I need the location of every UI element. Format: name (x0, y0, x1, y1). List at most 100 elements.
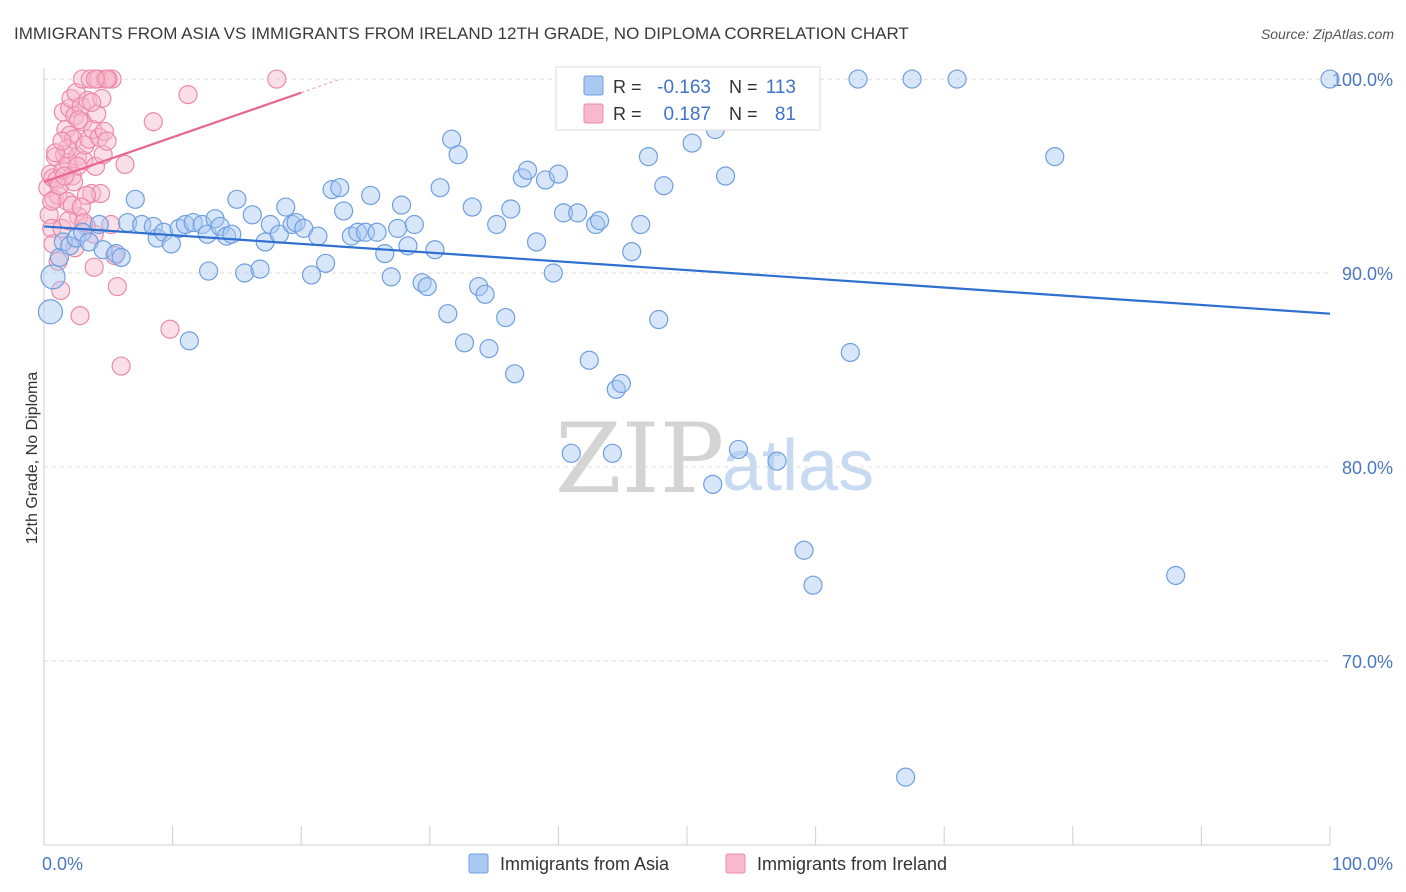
data-point-asia (322, 180, 342, 200)
data-point-asia (568, 203, 588, 223)
y-tick-label: 80.0% (1342, 458, 1393, 478)
data-point-ireland (70, 306, 90, 326)
data-point-ireland (54, 166, 75, 186)
data-point-asia (526, 232, 547, 252)
data-point-asia (638, 147, 659, 167)
data-point-asia (794, 540, 814, 560)
data-point-asia (412, 273, 432, 293)
data-point-asia (517, 160, 538, 180)
data-point-asia (276, 197, 296, 217)
data-point-asia (1166, 565, 1186, 586)
data-point-asia (361, 185, 381, 206)
data-point-asia (803, 575, 823, 595)
data-point-asia (425, 240, 445, 260)
data-point-asia (348, 222, 368, 242)
data-point-ireland (267, 69, 287, 89)
data-point-asia (1320, 69, 1340, 89)
data-point-asia (487, 214, 507, 235)
data-point-asia (553, 203, 574, 223)
data-point-ireland (111, 356, 131, 376)
data-point-asia (611, 373, 632, 394)
legend-ireland-label: Immigrants from Ireland (757, 854, 947, 874)
stats-ireland-swatch (583, 103, 604, 124)
data-point-asia (1045, 147, 1065, 167)
data-point-asia (93, 240, 113, 260)
data-point-asia (417, 276, 437, 297)
data-point-asia (153, 222, 174, 242)
data-point-asia (589, 211, 610, 231)
legend-asia-swatch (468, 853, 489, 874)
data-point-ireland (65, 106, 85, 126)
data-point-ireland (58, 211, 79, 231)
data-point-asia (501, 199, 521, 219)
data-point-asia (334, 201, 354, 221)
data-point-asia (848, 69, 868, 89)
data-point-ireland (97, 131, 117, 151)
data-point-ireland (107, 276, 127, 297)
legend: Immigrants from Asia Immigrants from Ire… (468, 853, 947, 874)
data-point-ireland (52, 131, 72, 151)
data-point-asia (703, 474, 723, 494)
data-point-asia (579, 350, 599, 370)
data-point-asia (404, 214, 424, 235)
stats-ireland-r-value: 0.187 (663, 104, 711, 125)
stats-asia-n-label: N = (729, 77, 758, 97)
data-point-ireland (160, 319, 180, 339)
data-point-asia (60, 236, 80, 256)
data-point-ireland (42, 191, 62, 211)
data-point-ireland (45, 143, 66, 163)
trend-line-asia (43, 225, 1331, 315)
data-point-ireland (57, 191, 77, 211)
stats-asia-r-label: R = (613, 77, 642, 97)
data-point-ireland (178, 84, 198, 105)
data-point-asia (308, 226, 328, 246)
stats-ireland-n-label: N = (729, 104, 758, 124)
watermark-zip: ZIP (555, 403, 724, 515)
x-tick-label-max: 100.0% (1332, 854, 1393, 874)
watermark: ZIP atlas (555, 403, 874, 515)
data-point-asia (622, 242, 642, 262)
data-point-asia (896, 767, 916, 787)
stats-ireland-r-label: R = (613, 104, 642, 124)
data-point-asia (37, 299, 64, 325)
data-point-ireland (97, 69, 117, 89)
stats-asia-r-value: -0.163 (657, 77, 711, 98)
data-point-asia (375, 243, 395, 264)
y-tick-label: 100.0% (1332, 70, 1393, 90)
data-point-asia (286, 212, 306, 233)
data-point-asia (543, 263, 563, 283)
data-point-asia (469, 276, 489, 297)
x-tick-label-min: 0.0% (42, 854, 83, 874)
data-point-asia (438, 304, 458, 324)
data-point-asia (475, 284, 495, 304)
data-point-asia (301, 265, 322, 285)
data-point-asia (250, 259, 270, 279)
data-point-asia (840, 342, 860, 363)
data-point-asia (227, 189, 247, 209)
data-point-asia (235, 263, 255, 283)
y-tick-label: 90.0% (1342, 264, 1393, 284)
data-point-asia (143, 216, 163, 237)
y-tick-label: 70.0% (1342, 652, 1393, 672)
data-point-asia (602, 443, 623, 463)
data-point-ireland (71, 197, 91, 217)
data-point-ireland (81, 92, 102, 112)
data-point-asia (654, 176, 674, 196)
data-point-asia (448, 145, 468, 165)
data-point-ireland (76, 185, 97, 206)
stats-box: R = -0.163 N = 113 R = 0.187 N = 81 (555, 66, 821, 131)
data-point-ireland (92, 88, 112, 109)
legend-asia-label: Immigrants from Asia (500, 854, 670, 874)
data-point-asia (175, 214, 196, 235)
data-point-ireland (51, 280, 71, 301)
stats-ireland-n-value: 81 (775, 104, 796, 125)
data-point-asia (242, 205, 262, 225)
trend-line-ireland-extension (301, 78, 340, 94)
data-point-asia (767, 451, 787, 471)
data-point-ireland (85, 69, 106, 89)
data-point-asia (902, 69, 922, 89)
data-point-asia (381, 267, 401, 287)
data-point-ireland (101, 214, 121, 235)
chart-title: IMMIGRANTS FROM ASIA VS IMMIGRANTS FROM … (14, 24, 909, 43)
data-point-ireland (74, 212, 94, 233)
